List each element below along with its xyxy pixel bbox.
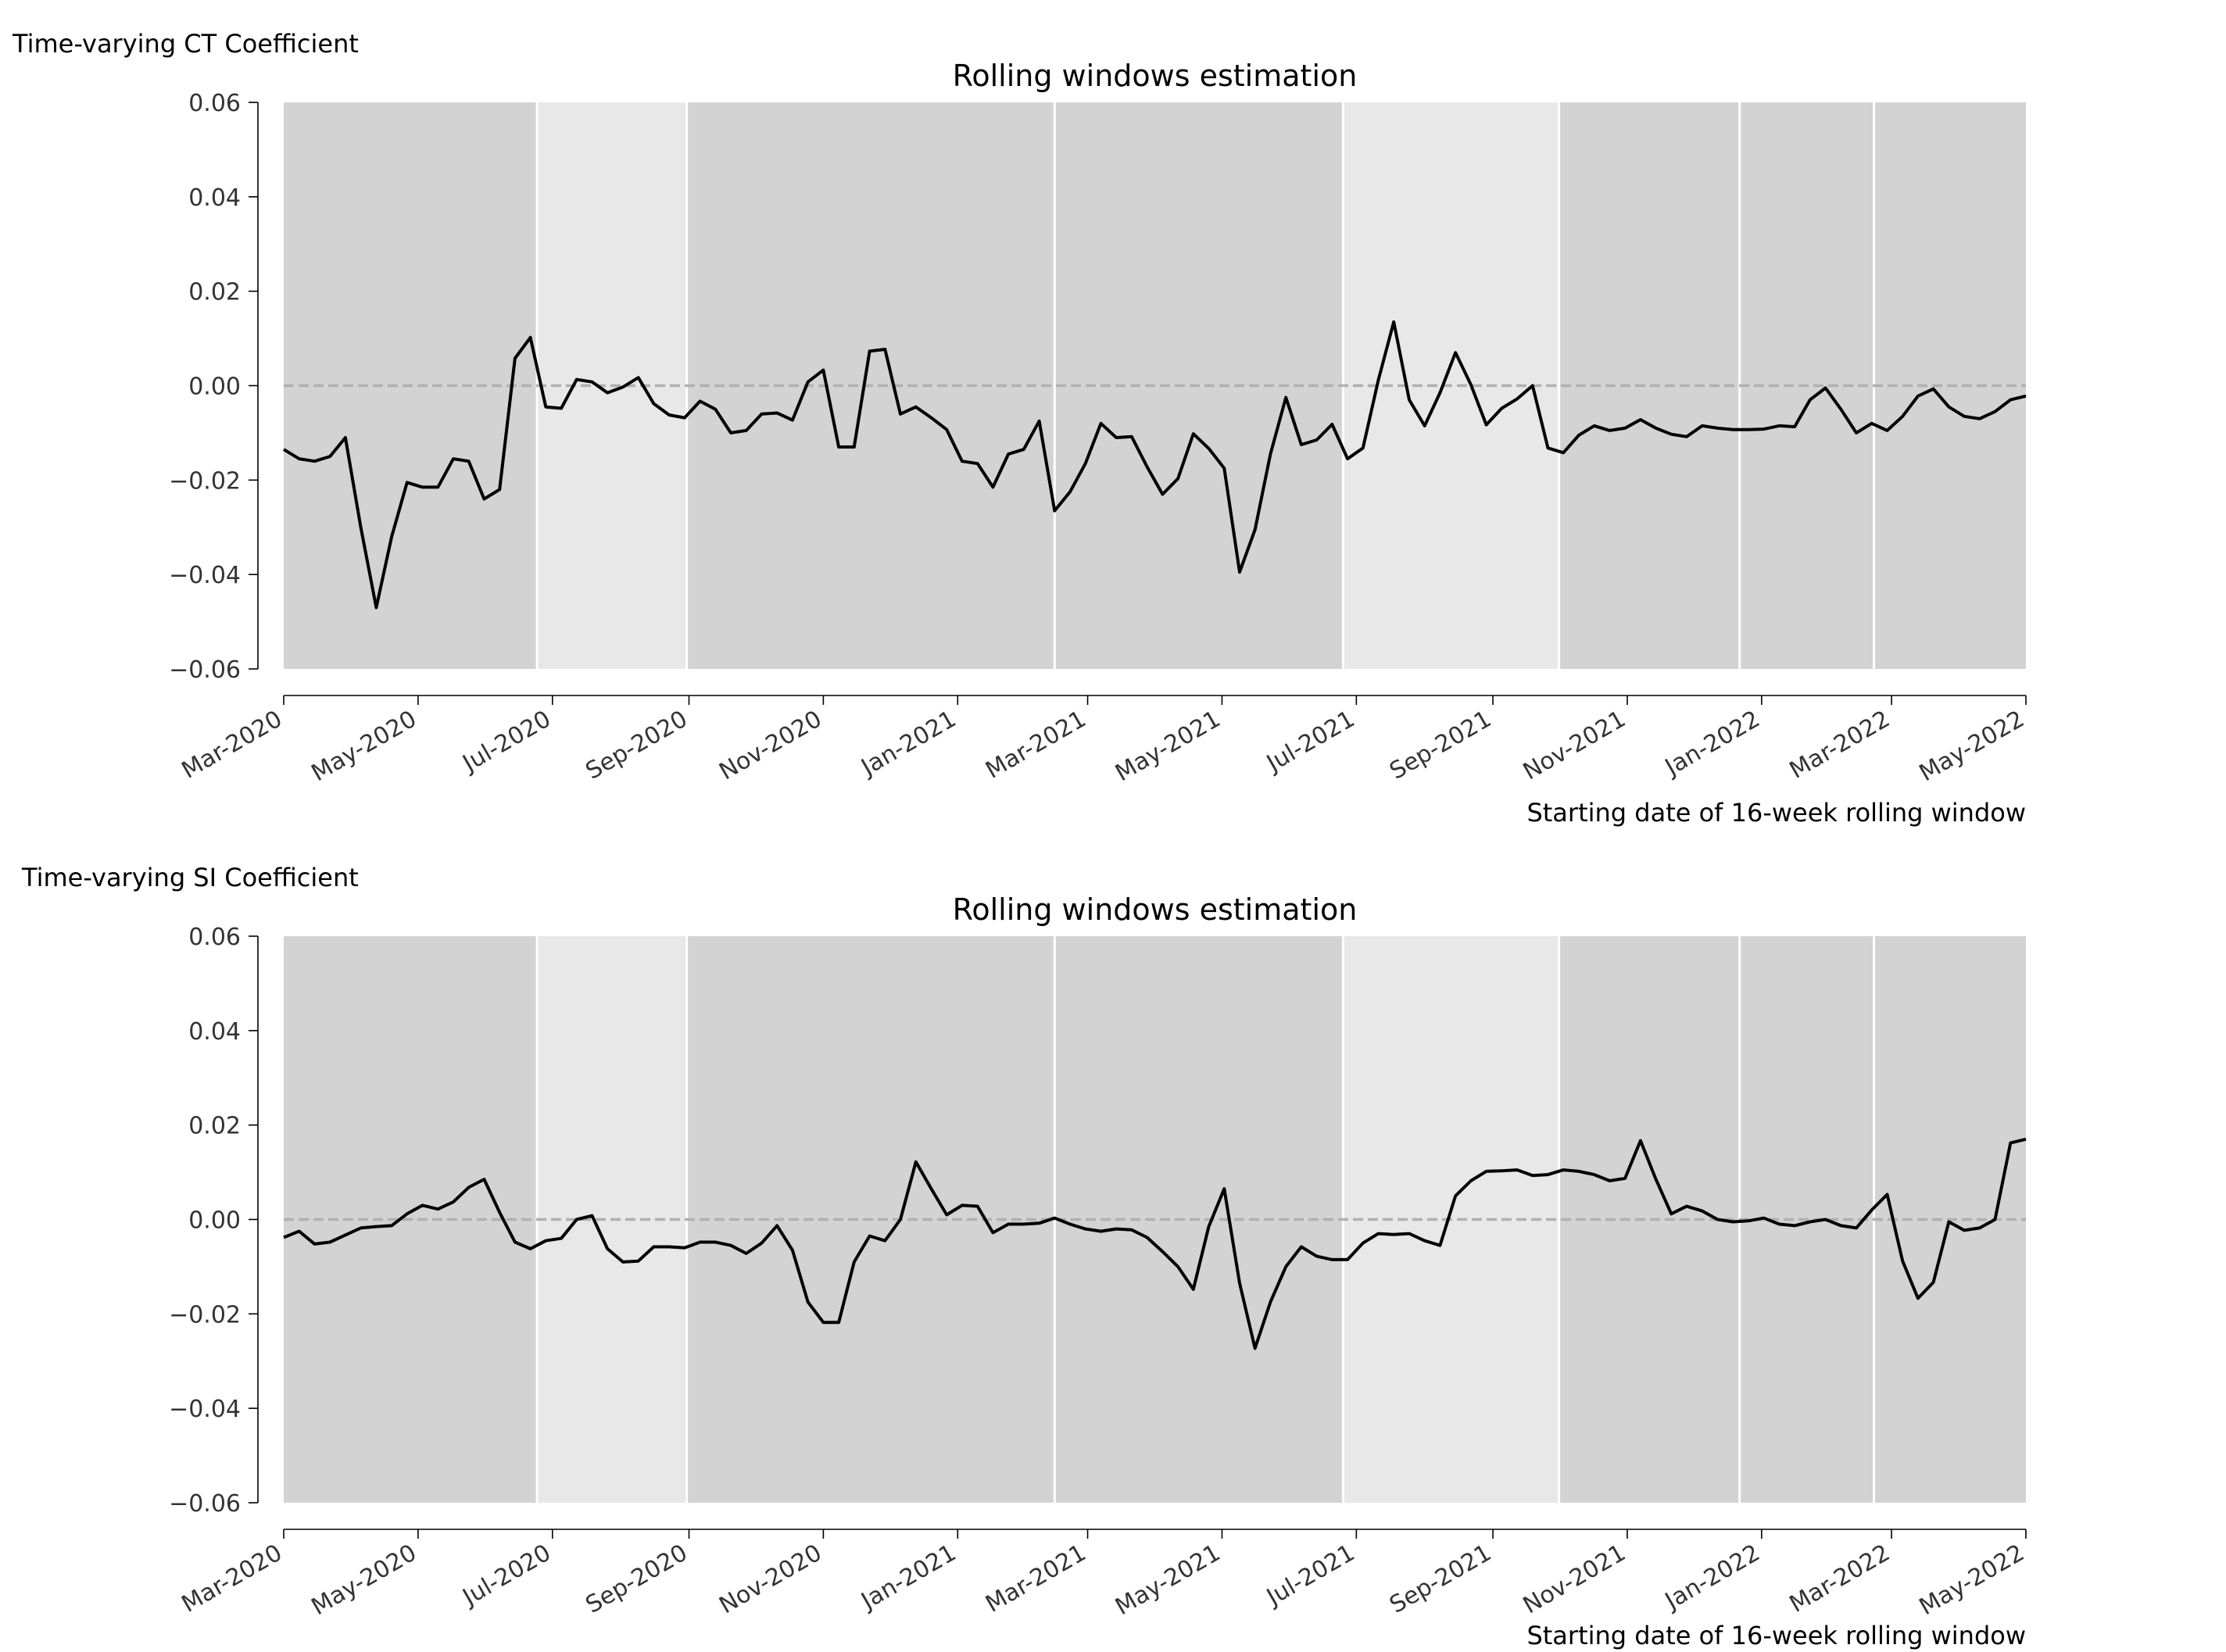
x-tick-label: Mar-2021 — [981, 706, 1090, 785]
x-tick-label: Nov-2021 — [1519, 1539, 1630, 1620]
x-tick-label: Mar-2020 — [177, 706, 287, 785]
x-tick-label: May-2021 — [1111, 706, 1225, 788]
y-tick-label: −0.06 — [169, 656, 241, 684]
y-tick-label: 0.06 — [188, 90, 241, 117]
y-tick-label: 0.02 — [188, 279, 241, 306]
x-tick-label: Sep-2020 — [582, 1539, 692, 1619]
y-tick-label: 0.06 — [188, 924, 241, 951]
chart-1: 0.06 0.04 0.02 0.00 −0.02 −0.04 −0.06 Mar-2020 M… — [12, 29, 2029, 828]
y-tick-label: −0.02 — [169, 1301, 241, 1328]
x-tick-label: Jul-2021 — [1261, 1539, 1359, 1612]
x-tick-label: Jul-2021 — [1261, 706, 1359, 778]
x-tick-label: Jan-2021 — [856, 706, 961, 782]
y-tick-label: −0.02 — [169, 467, 241, 495]
y-tick-label: 0.04 — [188, 184, 241, 212]
x-tick-label: May-2022 — [1915, 706, 2029, 788]
x-tick-label: May-2020 — [307, 706, 421, 788]
x-tick-label: May-2022 — [1915, 1539, 2029, 1622]
y-tick-label: −0.04 — [169, 562, 241, 589]
x-tick-label: Sep-2020 — [582, 706, 692, 785]
y-axis-label: Time-varying SI Coefficient — [21, 863, 359, 892]
x-tick-label: Jan-2022 — [1659, 1539, 1765, 1616]
x-tick-label: Jan-2022 — [1659, 706, 1765, 782]
x-tick-label: Mar-2022 — [1785, 706, 1895, 785]
x-tick-label: May-2020 — [307, 1539, 421, 1622]
x-tick-label: Mar-2020 — [177, 1539, 287, 1618]
y-axis-label: Time-varying CT Coefficient — [12, 29, 359, 59]
y-tick-label: −0.06 — [169, 1490, 241, 1518]
chart-title: Rolling windows estimation — [953, 59, 1358, 93]
x-tick-label: Nov-2020 — [714, 706, 826, 786]
y-tick-label: 0.00 — [188, 1207, 241, 1235]
x-tick-label: Jan-2021 — [856, 1539, 961, 1616]
coefficient-line — [283, 1137, 2027, 1350]
y-tick-label: 0.02 — [188, 1113, 241, 1140]
x-tick-label: May-2021 — [1111, 1539, 1225, 1622]
x-tick-label: Mar-2022 — [1785, 1539, 1895, 1618]
x-axis-label: Starting date of 16-week rolling window — [1526, 1621, 2026, 1650]
chart-2: 0.06 0.04 0.02 0.00 −0.02 −0.04 −0.06 Mar-2020 M… — [21, 863, 2029, 1650]
y-tick-label: 0.00 — [188, 374, 241, 401]
x-axis-label: Starting date of 16-week rolling window — [1526, 798, 2026, 828]
coefficient-line — [282, 320, 2027, 610]
y-tick-label: 0.04 — [188, 1018, 241, 1046]
x-tick-label: Nov-2020 — [714, 1539, 826, 1620]
x-tick-label: Jul-2020 — [457, 706, 556, 778]
y-tick-label: −0.04 — [169, 1396, 241, 1423]
x-tick-label: Nov-2021 — [1519, 706, 1630, 786]
chart-title: Rolling windows estimation — [953, 892, 1358, 927]
x-tick-label: Mar-2021 — [981, 1539, 1090, 1618]
x-tick-label: Sep-2021 — [1385, 1539, 1496, 1619]
x-tick-label: Jul-2020 — [457, 1539, 556, 1612]
x-tick-label: Sep-2021 — [1385, 706, 1496, 785]
